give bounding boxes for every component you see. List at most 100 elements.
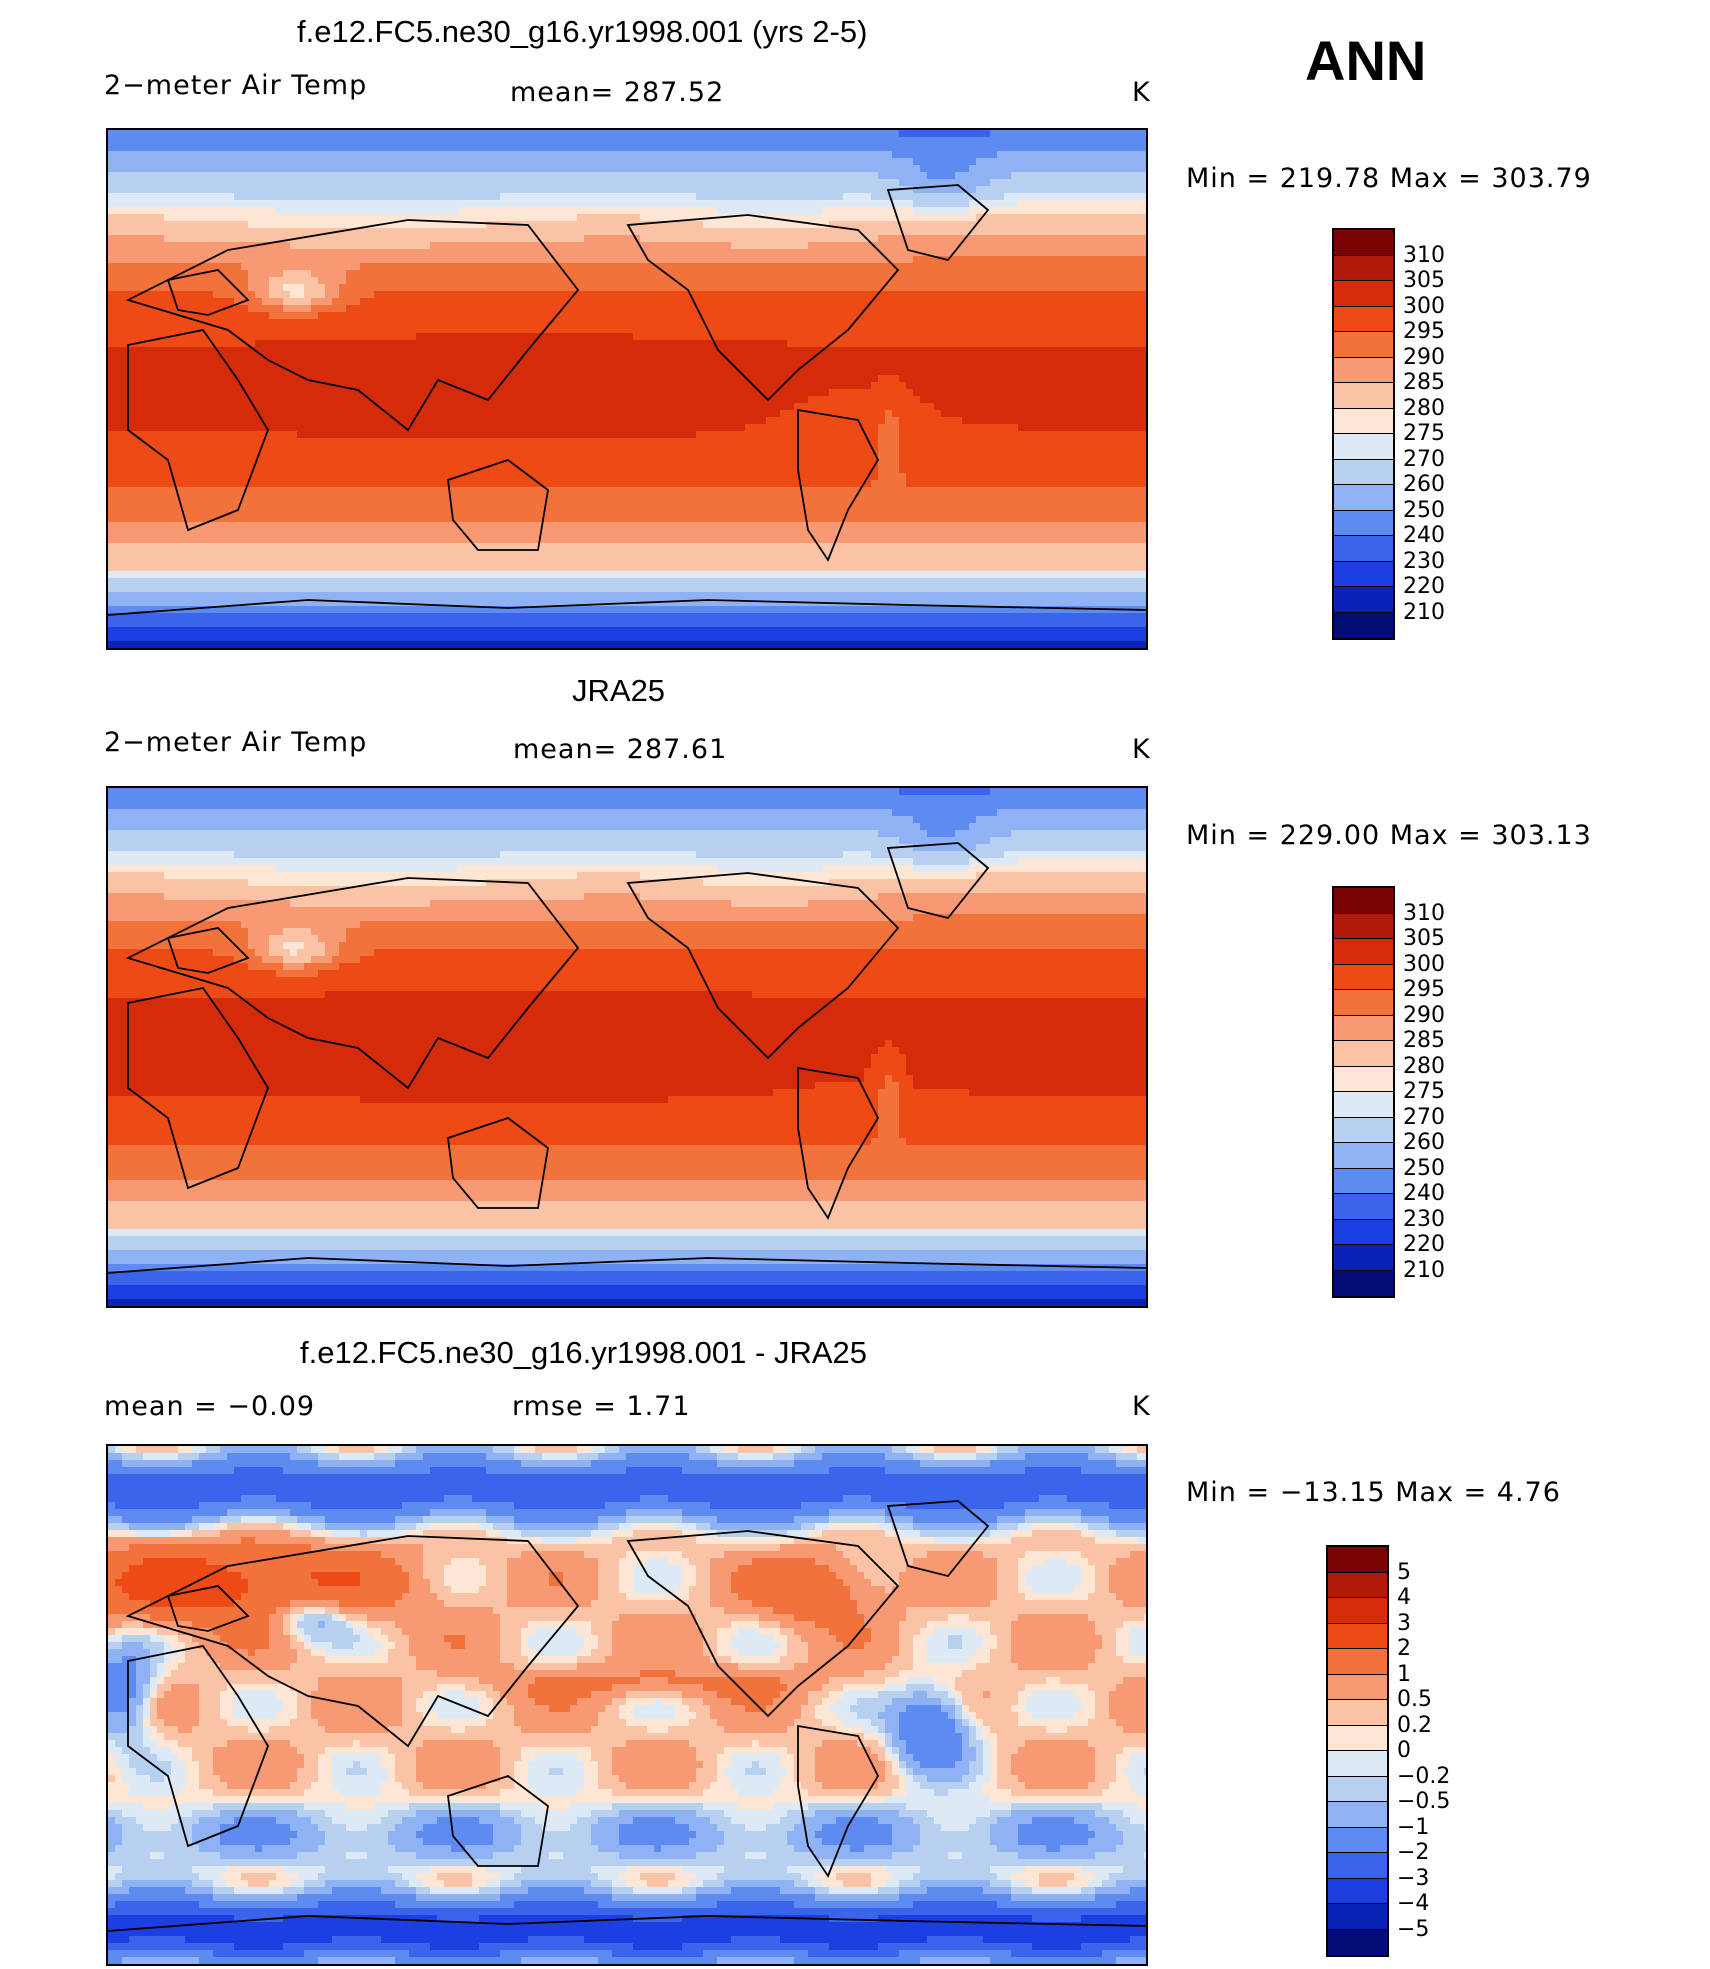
field-cell (1018, 249, 1026, 257)
field-cell (437, 207, 445, 215)
field-cell (486, 179, 494, 187)
field-cell (703, 193, 711, 201)
field-cell (493, 235, 501, 243)
field-cell (731, 277, 739, 285)
field-cell (731, 186, 739, 194)
field-cell (171, 312, 179, 320)
field-cell (857, 249, 865, 257)
field-cell (815, 249, 823, 257)
field-cell (822, 179, 830, 187)
field-cell (612, 235, 620, 243)
field-cell (1130, 298, 1138, 306)
field-cell (857, 354, 865, 362)
field-cell (983, 340, 991, 348)
field-cell (633, 291, 641, 299)
field-cell (1081, 200, 1089, 208)
field-cell (234, 256, 242, 264)
field-cell (1102, 284, 1110, 292)
field-cell (556, 186, 564, 194)
field-cell (1130, 200, 1138, 208)
field-cell (591, 340, 599, 348)
field-cell (1067, 186, 1075, 194)
field-cell (283, 228, 291, 236)
field-cell (1011, 263, 1019, 271)
field-cell (913, 291, 921, 299)
field-cell (626, 340, 634, 348)
field-cell (843, 179, 851, 187)
field-cell (164, 361, 172, 369)
field-cell (416, 347, 424, 355)
field-cell (696, 291, 704, 299)
field-cell (661, 249, 669, 257)
field-cell (829, 242, 837, 250)
field-cell (437, 354, 445, 362)
field-cell (241, 158, 249, 166)
field-cell (157, 319, 165, 327)
field-cell (108, 172, 116, 180)
field-cell (507, 214, 515, 222)
field-cell (934, 207, 942, 215)
field-cell (1130, 354, 1138, 362)
field-cell (465, 200, 473, 208)
field-cell (409, 249, 417, 257)
field-cell (416, 305, 424, 313)
field-cell (850, 249, 858, 257)
field-cell (955, 263, 963, 271)
field-cell (948, 186, 956, 194)
field-cell (668, 137, 676, 145)
field-cell (626, 235, 634, 243)
field-cell (682, 137, 690, 145)
field-cell (451, 214, 459, 222)
field-cell (689, 165, 697, 173)
field-cell (479, 144, 487, 152)
field-cell (1046, 228, 1054, 236)
field-cell (794, 228, 802, 236)
field-cell (178, 228, 186, 236)
field-cell (1032, 263, 1040, 271)
field-cell (528, 207, 536, 215)
field-cell (1060, 144, 1068, 152)
field-cell (157, 354, 165, 362)
field-cell (136, 137, 144, 145)
field-cell (710, 228, 718, 236)
field-cell (668, 333, 676, 341)
field-cell (178, 305, 186, 313)
field-cell (1025, 333, 1033, 341)
field-cell (346, 179, 354, 187)
field-cell (976, 256, 984, 264)
field-cell (1088, 137, 1096, 145)
field-cell (430, 158, 438, 166)
field-cell (290, 130, 298, 138)
field-cell (325, 214, 333, 222)
field-cell (549, 270, 557, 278)
field-cell (283, 214, 291, 222)
field-cell (724, 165, 732, 173)
field-cell (1102, 207, 1110, 215)
field-cell (1095, 298, 1103, 306)
field-cell (689, 200, 697, 208)
field-cell (486, 151, 494, 159)
field-cell (185, 347, 193, 355)
field-cell (1116, 200, 1124, 208)
field-cell (668, 242, 676, 250)
field-cell (493, 207, 501, 215)
field-cell (486, 263, 494, 271)
field-cell (703, 312, 711, 320)
field-cell (885, 207, 893, 215)
field-cell (136, 207, 144, 215)
field-cell (1130, 235, 1138, 243)
field-cell (248, 186, 256, 194)
field-cell (689, 207, 697, 215)
field-cell (185, 214, 193, 222)
field-cell (157, 256, 165, 264)
field-cell (969, 200, 977, 208)
field-cell (430, 347, 438, 355)
field-cell (430, 214, 438, 222)
field-cell (444, 347, 452, 355)
field-cell (584, 298, 592, 306)
field-cell (920, 144, 928, 152)
field-cell (752, 193, 760, 201)
field-cell (563, 298, 571, 306)
field-cell (185, 193, 193, 201)
field-cell (444, 305, 452, 313)
